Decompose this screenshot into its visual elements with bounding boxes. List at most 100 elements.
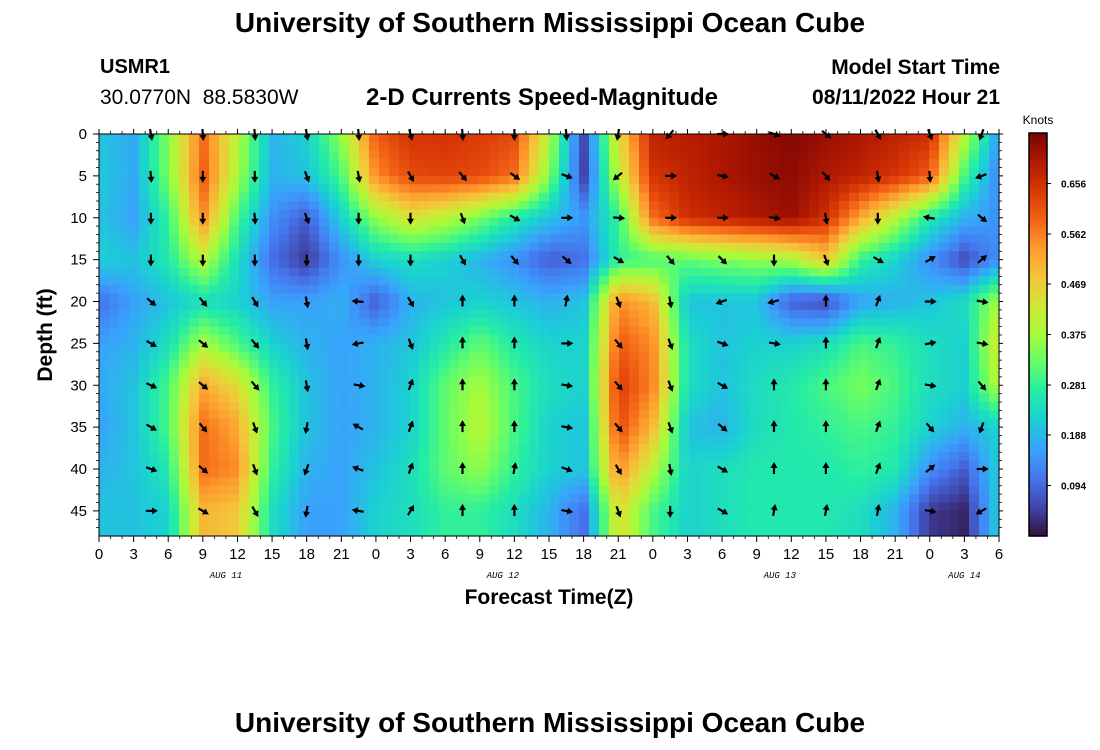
heatmap-cell: [799, 276, 810, 286]
heatmap-cell: [139, 175, 150, 185]
heatmap-cell: [369, 184, 380, 194]
heatmap-cell: [479, 376, 490, 386]
heatmap-cell: [439, 201, 450, 210]
heatmap-cell: [389, 527, 400, 537]
heatmap-cell: [599, 150, 610, 160]
heatmap-cell: [669, 150, 680, 160]
heatmap-cell: [939, 402, 950, 411]
heatmap-cell: [649, 301, 660, 311]
heatmap-cell: [819, 175, 830, 185]
heatmap-cell: [229, 167, 240, 177]
heatmap-cell: [269, 318, 280, 328]
heatmap-cell: [539, 477, 550, 487]
heatmap-cell: [909, 209, 920, 219]
heatmap-cell: [679, 318, 690, 328]
heatmap-cell: [689, 226, 700, 236]
heatmap-cell: [469, 343, 480, 353]
heatmap-cell: [189, 519, 200, 529]
current-arrow: [615, 505, 622, 518]
heatmap-cell: [239, 134, 250, 143]
heatmap-cell: [249, 226, 260, 236]
heatmap-cell: [569, 343, 580, 353]
heatmap-cell: [229, 360, 240, 370]
heatmap-cell: [399, 519, 410, 529]
heatmap-cell: [469, 435, 480, 445]
heatmap-cell: [479, 469, 490, 478]
heatmap-cell: [199, 234, 210, 244]
heatmap-cell: [399, 184, 410, 194]
heatmap-cell: [319, 435, 330, 445]
colorbar-segment: [1029, 475, 1047, 480]
colorbar-segment: [1029, 334, 1047, 339]
current-arrow: [614, 380, 623, 391]
heatmap-cell: [299, 293, 310, 303]
heatmap-cell: [859, 276, 870, 286]
heatmap-cell: [249, 485, 260, 495]
heatmap-cell: [749, 150, 760, 160]
heatmap-cell: [659, 402, 670, 411]
heatmap-cell: [299, 234, 310, 244]
current-arrow: [666, 296, 674, 309]
heatmap-cell: [189, 385, 200, 395]
heatmap-cell: [739, 209, 750, 219]
heatmap-cell: [959, 284, 970, 294]
heatmap-cell: [869, 485, 880, 495]
heatmap-cell: [139, 443, 150, 453]
colorbar-segment: [1029, 227, 1047, 231]
heatmap-cell: [629, 150, 640, 160]
heatmap-cell: [99, 485, 110, 495]
heatmap-cell: [819, 259, 830, 269]
heatmap-cell: [839, 435, 850, 445]
heatmap-cell: [329, 309, 340, 319]
heatmap-cell: [819, 477, 830, 487]
heatmap-cell: [449, 268, 460, 277]
heatmap-cell: [339, 460, 350, 470]
heatmap-cell: [759, 460, 770, 470]
heatmap-cell: [379, 527, 390, 537]
heatmap-cell: [759, 134, 770, 143]
heatmap-cell: [549, 393, 560, 403]
heatmap-cell: [329, 217, 340, 227]
heatmap-cell: [719, 326, 730, 336]
heatmap-cell: [109, 167, 120, 177]
heatmap-cell: [349, 427, 360, 437]
heatmap-cell: [759, 142, 770, 152]
heatmap-cell: [179, 209, 190, 219]
heatmap-cell: [259, 360, 270, 370]
heatmap-cell: [199, 443, 210, 453]
heatmap-cell: [469, 268, 480, 277]
heatmap-cell: [589, 477, 600, 487]
heatmap-cell: [189, 309, 200, 319]
heatmap-cell: [229, 209, 240, 219]
heatmap-cell: [979, 469, 990, 478]
heatmap-cell: [259, 284, 270, 294]
heatmap-cell: [309, 435, 320, 445]
heatmap-cell: [599, 318, 610, 328]
heatmap-cell: [539, 410, 550, 420]
heatmap-cell: [359, 301, 370, 311]
heatmap-cell: [839, 427, 850, 437]
heatmap-cell: [209, 335, 220, 344]
heatmap-cell: [549, 134, 560, 143]
current-arrow: [198, 381, 209, 390]
current-arrow: [459, 254, 467, 266]
heatmap-cell: [289, 268, 300, 277]
heatmap-cell: [349, 318, 360, 328]
heatmap-cell: [239, 318, 250, 328]
heatmap-cell: [979, 477, 990, 487]
heatmap-cell: [969, 368, 980, 378]
heatmap-cell: [109, 184, 120, 194]
heatmap-cell: [969, 326, 980, 336]
heatmap-cell: [429, 268, 440, 277]
heatmap-cell: [649, 402, 660, 411]
heatmap-cell: [719, 226, 730, 236]
heatmap-cell: [399, 443, 410, 453]
heatmap-cell: [279, 477, 290, 487]
heatmap-cell: [909, 527, 920, 537]
heatmap-cell: [619, 159, 630, 169]
heatmap-cell: [469, 485, 480, 495]
heatmap-cell: [599, 502, 610, 512]
heatmap-cell: [899, 326, 910, 336]
heatmap-cell: [939, 494, 950, 504]
heatmap-cell: [339, 301, 350, 311]
